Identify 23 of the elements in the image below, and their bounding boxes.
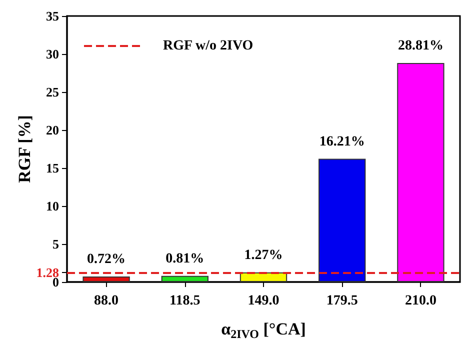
legend-label: RGF w/o 2IVO [163, 38, 254, 54]
bar [82, 276, 130, 282]
y-tick-label: 15 [46, 160, 60, 176]
y-tick-label: 10 [46, 198, 59, 214]
y-tick-label: 5 [52, 236, 60, 252]
bar [397, 63, 444, 282]
x-tick-label: 179.5 [326, 294, 358, 308]
bar [318, 158, 366, 282]
bar [161, 276, 208, 282]
x-tick-label: 118.5 [170, 294, 200, 308]
x-tick-label: 88.0 [94, 294, 119, 308]
data-label: 0.72% [87, 252, 126, 268]
y-axis-title: RGF [%] [15, 115, 34, 183]
y-tick-label: 25 [46, 84, 60, 100]
y-tick-label: 35 [46, 8, 60, 24]
data-label: 16.21% [319, 134, 365, 150]
y-tick-label: 20 [46, 122, 59, 138]
x-tick-label: 210.0 [404, 294, 436, 308]
data-label: 0.81% [166, 251, 204, 266]
data-label: 28.81% [398, 38, 444, 54]
y-tick-label: 30 [46, 46, 59, 62]
x-tick-label: 149.0 [248, 294, 280, 308]
data-label: 1.27% [244, 248, 283, 263]
